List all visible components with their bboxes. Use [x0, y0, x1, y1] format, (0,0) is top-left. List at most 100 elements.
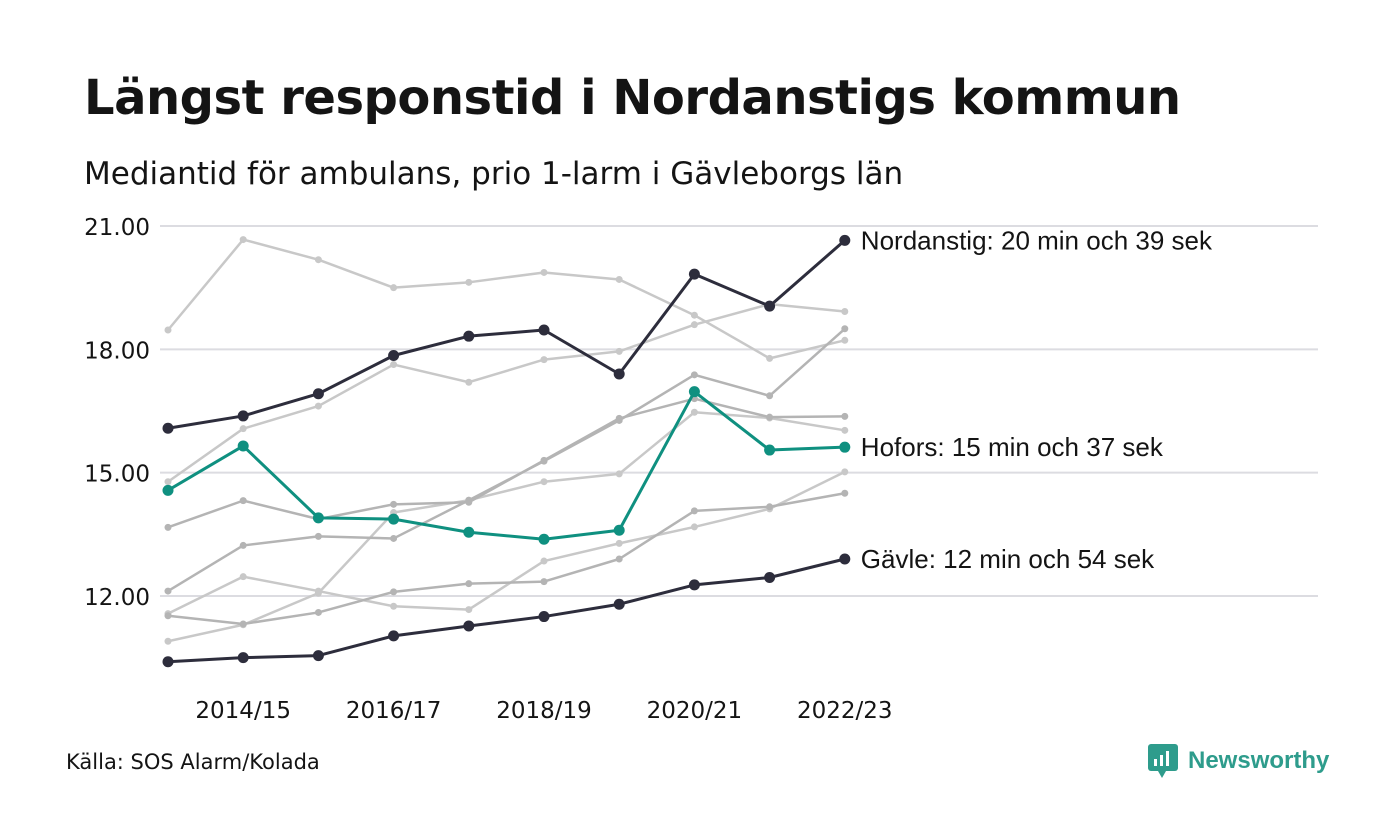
data-point [615, 275, 623, 283]
data-point [841, 308, 849, 316]
series-end-label: Gävle: 12 min och 54 sek [861, 544, 1155, 574]
data-point [839, 234, 851, 246]
series-line [167, 238, 846, 360]
data-point [841, 336, 849, 344]
data-point [164, 326, 172, 334]
data-point [314, 402, 322, 410]
y-tick-label: 12.00 [84, 585, 150, 611]
newsworthy-logo-icon [1148, 744, 1178, 778]
data-point [164, 587, 172, 595]
data-point [463, 330, 475, 342]
data-point [615, 539, 623, 547]
y-tick-label: 15.00 [84, 462, 150, 488]
y-tick-label: 18.00 [84, 338, 150, 364]
x-tick-label: 2022/23 [797, 698, 893, 724]
series-7-context [164, 489, 849, 628]
data-point [239, 620, 247, 628]
data-point [239, 541, 247, 549]
data-point [690, 371, 698, 379]
data-point [615, 416, 623, 424]
series-2-context [164, 300, 849, 486]
series-line [167, 557, 846, 664]
series-6-context [164, 325, 849, 595]
data-point [538, 324, 550, 336]
data-point [690, 507, 698, 515]
data-point [540, 268, 548, 276]
x-tick-label: 2014/15 [195, 698, 291, 724]
data-point [766, 503, 774, 511]
data-point [841, 468, 849, 476]
x-tick-label: 2016/17 [346, 698, 442, 724]
brand-logo[interactable]: Newsworthy [1148, 744, 1329, 778]
data-point [465, 496, 473, 504]
data-point [390, 588, 398, 596]
chart-title: Längst responstid i Nordanstigs kommun [84, 70, 1181, 126]
data-point [164, 478, 172, 486]
series-line [167, 302, 845, 483]
data-point [841, 412, 849, 420]
data-point [312, 650, 324, 662]
series-end-label: Hofors: 15 min och 37 sek [861, 432, 1164, 462]
data-point [540, 356, 548, 364]
data-point [766, 392, 774, 400]
data-point [239, 497, 247, 505]
series-8-highlight: Nordanstig: 20 min och 39 sek [162, 225, 1213, 434]
data-point [314, 256, 322, 264]
data-point [764, 444, 776, 456]
data-point [388, 630, 400, 642]
data-point [314, 608, 322, 616]
series-4-context [164, 408, 849, 645]
data-point [615, 347, 623, 355]
data-point [538, 533, 550, 545]
data-point [690, 321, 698, 329]
data-point [766, 354, 774, 362]
data-point [312, 512, 324, 524]
series-end-label: Nordanstig: 20 min och 39 sek [861, 225, 1213, 255]
data-point [839, 553, 851, 565]
series-9-highlight: Hofors: 15 min och 37 sek [162, 386, 1164, 545]
data-point [538, 611, 550, 623]
data-point [314, 532, 322, 540]
data-point [164, 523, 172, 531]
data-point [239, 236, 247, 244]
grid-lines [160, 225, 1318, 597]
y-tick-label: 21.00 [84, 215, 150, 241]
series-line [167, 390, 845, 541]
data-point [540, 478, 548, 486]
data-point [688, 579, 700, 591]
series-line [167, 470, 846, 615]
data-point [839, 441, 851, 453]
data-point [690, 408, 698, 416]
data-point [237, 652, 249, 664]
series-line [167, 327, 846, 593]
data-point [540, 557, 548, 565]
series-line [167, 491, 846, 626]
data-point [390, 500, 398, 508]
x-tick-label: 2020/21 [647, 698, 743, 724]
data-point [237, 410, 249, 422]
data-point [688, 386, 700, 398]
data-point [613, 368, 625, 380]
data-point [465, 378, 473, 386]
data-point [164, 612, 172, 620]
context-series-lines [164, 236, 849, 645]
data-point [841, 426, 849, 434]
data-point [841, 489, 849, 497]
data-point [388, 350, 400, 361]
brand-name: Newsworthy [1188, 747, 1330, 774]
data-point [615, 470, 623, 478]
data-point [237, 440, 249, 452]
data-point [390, 284, 398, 292]
data-point [463, 526, 475, 538]
data-point [463, 620, 475, 632]
data-point [390, 361, 398, 369]
x-tick-label: 2018/19 [496, 698, 592, 724]
data-point [766, 413, 774, 421]
source-note: Källa: SOS Alarm/Kolada [66, 750, 320, 774]
chart-subtitle: Mediantid för ambulans, prio 1-larm i Gä… [84, 156, 904, 192]
data-point [164, 637, 172, 645]
data-point [314, 589, 322, 597]
data-point [162, 422, 174, 434]
data-point [390, 534, 398, 542]
